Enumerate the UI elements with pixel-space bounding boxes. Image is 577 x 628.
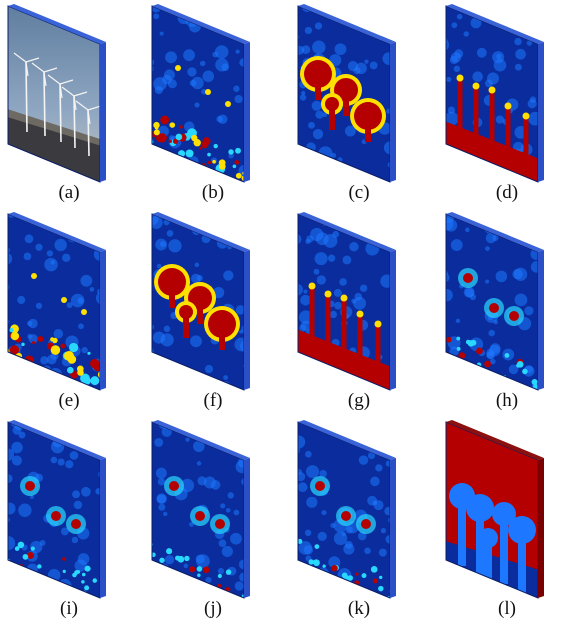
- panel-g: (g): [294, 212, 424, 420]
- panel-d: (d): [442, 4, 572, 212]
- panel-caption: (j): [204, 598, 222, 619]
- panel-j: (j): [148, 420, 278, 628]
- panel-c: (c): [294, 4, 424, 212]
- panel-caption: (e): [58, 390, 80, 411]
- feature-map-slab: [7, 420, 106, 599]
- panel-caption: (a): [58, 182, 80, 203]
- panel-k: (k): [294, 420, 424, 628]
- feature-map-slab: [297, 420, 396, 599]
- panel-a: (a): [4, 4, 134, 212]
- feature-map-slab: [151, 420, 250, 599]
- panel-caption: (h): [495, 390, 519, 411]
- feature-map-slab: [297, 4, 396, 183]
- feature-map-slab: [445, 420, 544, 599]
- panel-f: (f): [148, 212, 278, 420]
- panel-caption: (d): [495, 182, 519, 203]
- panel-i: (i): [4, 420, 134, 628]
- panel-caption: (b): [201, 182, 225, 203]
- feature-map-slab: [151, 212, 250, 391]
- panel-caption: (c): [348, 182, 370, 203]
- feature-map-slab: [445, 212, 544, 391]
- feature-map-slab: [297, 212, 396, 391]
- panel-b: (b): [148, 4, 278, 212]
- panel-caption: (g): [347, 390, 371, 411]
- panel-caption: (l): [498, 598, 516, 619]
- panel-caption: (i): [60, 598, 78, 619]
- panel-h: (h): [442, 212, 572, 420]
- feature-map-slab: [7, 212, 106, 391]
- panel-e: (e): [4, 212, 134, 420]
- panel-l: (l): [442, 420, 572, 628]
- feature-map-slab: [445, 4, 544, 183]
- feature-map-slab: [151, 4, 250, 183]
- panel-caption: (k): [347, 598, 371, 619]
- wind-turbine-photo: [7, 4, 106, 183]
- panel-caption: (f): [203, 390, 223, 411]
